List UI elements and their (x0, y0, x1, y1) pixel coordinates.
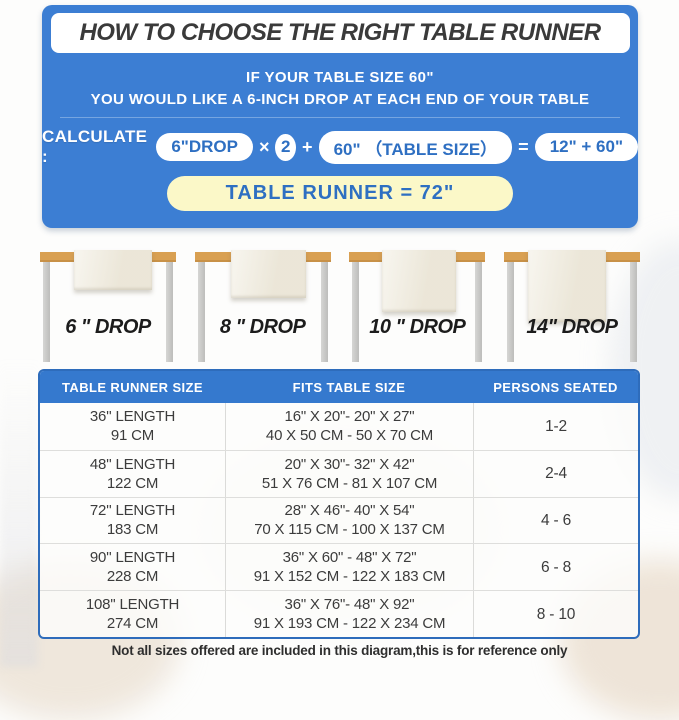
equals-operator: = (518, 136, 529, 157)
size-reference-table: TABLE RUNNER SIZE FITS TABLE SIZE PERSON… (38, 369, 640, 639)
table-leg (197, 262, 205, 362)
fits-size-inches: 36" X 76"- 48" X 92" (284, 596, 415, 614)
calculation-formula: CALCULATE : 6"DROP × 2 + 60" （TABLE SIZE… (42, 127, 638, 167)
table-row: 108'' LENGTH 274 CM 36" X 76"- 48" X 92"… (40, 590, 638, 637)
runner-size-cm: 228 CM (106, 568, 159, 586)
table-illustration-6-drop: 6 " DROP (40, 240, 176, 364)
runner-size-cm: 91 CM (110, 427, 155, 445)
table-row: 72'' LENGTH 183 CM 28" X 46"- 40" X 54" … (40, 496, 638, 544)
fits-size-cm: 91 X 193 CM - 122 X 234 CM (253, 615, 446, 633)
plus-operator: + (302, 136, 313, 157)
drop-label: 14" DROP (526, 316, 618, 338)
table-leg (475, 262, 483, 362)
table-header-row: TABLE RUNNER SIZE FITS TABLE SIZE PERSON… (40, 371, 638, 403)
table-illustration-10-drop: 10 " DROP (349, 240, 486, 364)
persons-seated: 2-4 (473, 450, 638, 497)
column-header-runner-size: TABLE RUNNER SIZE (62, 379, 203, 395)
drop-pill: 6"DROP (156, 133, 253, 161)
table-leg (506, 262, 514, 362)
sum-pill: 12" + 60" (534, 133, 638, 161)
drop-label: 8 " DROP (219, 316, 306, 338)
calculate-label: CALCULATE : (42, 127, 148, 166)
persons-seated: 4 - 6 (473, 497, 638, 544)
page-title: HOW TO CHOOSE THE RIGHT TABLE RUNNER (79, 19, 601, 46)
fits-size-inches: 20" X 30"- 32" X 42" (284, 455, 415, 473)
fits-size-cm: 70 X 115 CM - 100 X 137 CM (254, 521, 445, 539)
persons-seated: 8 - 10 (473, 591, 638, 637)
subtitle-line2: YOU WOULD LIKE A 6-INCH DROP AT EACH END… (90, 91, 590, 108)
table-row: 90'' LENGTH 228 CM 36" X 60" - 48" X 72"… (40, 543, 638, 591)
fits-size-inches: 36" X 60" - 48" X 72" (282, 549, 417, 567)
persons-seated: 1-2 (473, 403, 638, 450)
column-header-persons: PERSONS SEATED (493, 379, 618, 395)
table-runner-swatch (382, 250, 457, 312)
column-header-fits-table: FITS TABLE SIZE (292, 379, 406, 395)
table-illustration-8-drop: 8 " DROP (194, 240, 331, 364)
divider (60, 117, 620, 118)
runner-size-inches: 90'' LENGTH (89, 549, 176, 567)
table-runner-swatch (74, 250, 152, 290)
fits-size-cm: 51 X 76 CM - 81 X 107 CM (261, 474, 438, 492)
fits-size-cm: 40 X 50 CM - 50 X 70 CM (265, 427, 434, 445)
subtitle-line1: IF YOUR TABLE SIZE 60" (246, 69, 434, 86)
runner-size-inches: 36'' LENGTH (89, 408, 176, 426)
fits-size-inches: 28" X 46"- 40" X 54" (284, 502, 415, 520)
background-strip (0, 360, 38, 667)
table-leg (629, 262, 637, 362)
runner-size-cm: 122 CM (106, 474, 159, 492)
table-leg (320, 262, 328, 362)
times-operator: × (258, 136, 270, 157)
persons-seated: 6 - 8 (473, 544, 638, 591)
title-banner: HOW TO CHOOSE THE RIGHT TABLE RUNNER (50, 13, 630, 53)
drop-label: 10 " DROP (369, 316, 466, 338)
table-leg (43, 262, 50, 362)
runner-result-pill: TABLE RUNNER = 72" (167, 176, 513, 211)
runner-size-cm: 183 CM (106, 521, 159, 539)
hero-panel: HOW TO CHOOSE THE RIGHT TABLE RUNNER IF … (42, 5, 638, 228)
table-illustration-14-drop: 14" DROP (503, 240, 640, 364)
table-row: 36'' LENGTH 91 CM 16" X 20"- 20" X 27" 4… (40, 403, 638, 450)
runner-size-inches: 48'' LENGTH (89, 455, 176, 473)
runner-size-inches: 72'' LENGTH (89, 502, 176, 520)
table-size-pill: 60" （TABLE SIZE） (318, 130, 513, 164)
table-leg (352, 262, 360, 362)
fits-size-inches: 16" X 20"- 20" X 27" (284, 408, 415, 426)
table-runner-swatch (230, 250, 306, 298)
table-runner-swatch (527, 250, 606, 322)
fits-size-cm: 91 X 152 CM - 122 X 183 CM (253, 568, 446, 586)
table-row: 48'' LENGTH 122 CM 20" X 30"- 32" X 42" … (40, 449, 638, 497)
runner-size-inches: 108'' LENGTH (85, 596, 180, 614)
drop-label: 6 " DROP (65, 316, 151, 338)
reference-footnote: Not all sizes offered are included in th… (111, 643, 568, 658)
multiplier-badge: 2 (275, 133, 297, 161)
drop-illustration-row: 6 " DROP 8 " DROP 10 " DROP 14" DROP (40, 240, 640, 364)
runner-size-cm: 274 CM (106, 615, 159, 633)
table-leg (166, 262, 173, 362)
